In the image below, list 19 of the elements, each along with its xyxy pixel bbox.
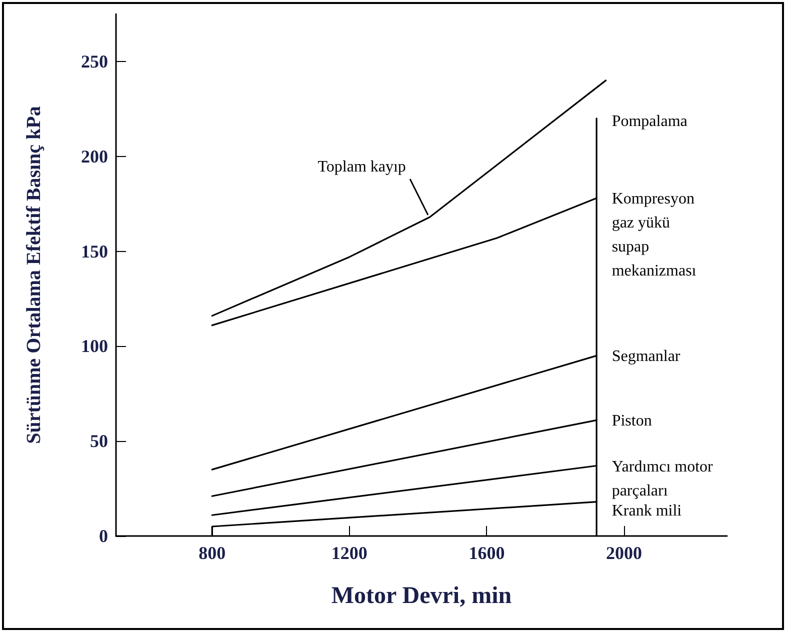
- x-tick-label: 1200: [331, 543, 368, 563]
- y-tick-label: 50: [90, 431, 108, 452]
- x-tick-label: 2000: [606, 543, 642, 563]
- text: Toplam kayıp: [318, 158, 406, 176]
- series-label: Krank mili: [612, 502, 682, 520]
- annotation: Pompalama: [612, 112, 688, 130]
- y-tick-label: 200: [81, 146, 108, 166]
- series-label: Kompresyon gaz yükü supap mekanizması: [612, 190, 697, 280]
- y-tick-label: 100: [81, 336, 108, 356]
- x-tick-label: 800: [198, 543, 226, 563]
- y-tick-label: 250: [81, 51, 108, 72]
- x-axis-title: Motor Devri, min: [331, 583, 512, 609]
- series-label: Piston: [612, 412, 652, 430]
- y-axis-title: Sürtünme Ortalama Efektif Basınç kPa: [23, 106, 45, 444]
- series-label: Segmanlar: [612, 348, 681, 366]
- x-tick-label: 1600: [468, 543, 505, 563]
- y-tick-label: 150: [81, 241, 108, 262]
- series-label: Yardımcı motor parçaları: [612, 458, 714, 500]
- y-tick-label: 0: [99, 526, 108, 546]
